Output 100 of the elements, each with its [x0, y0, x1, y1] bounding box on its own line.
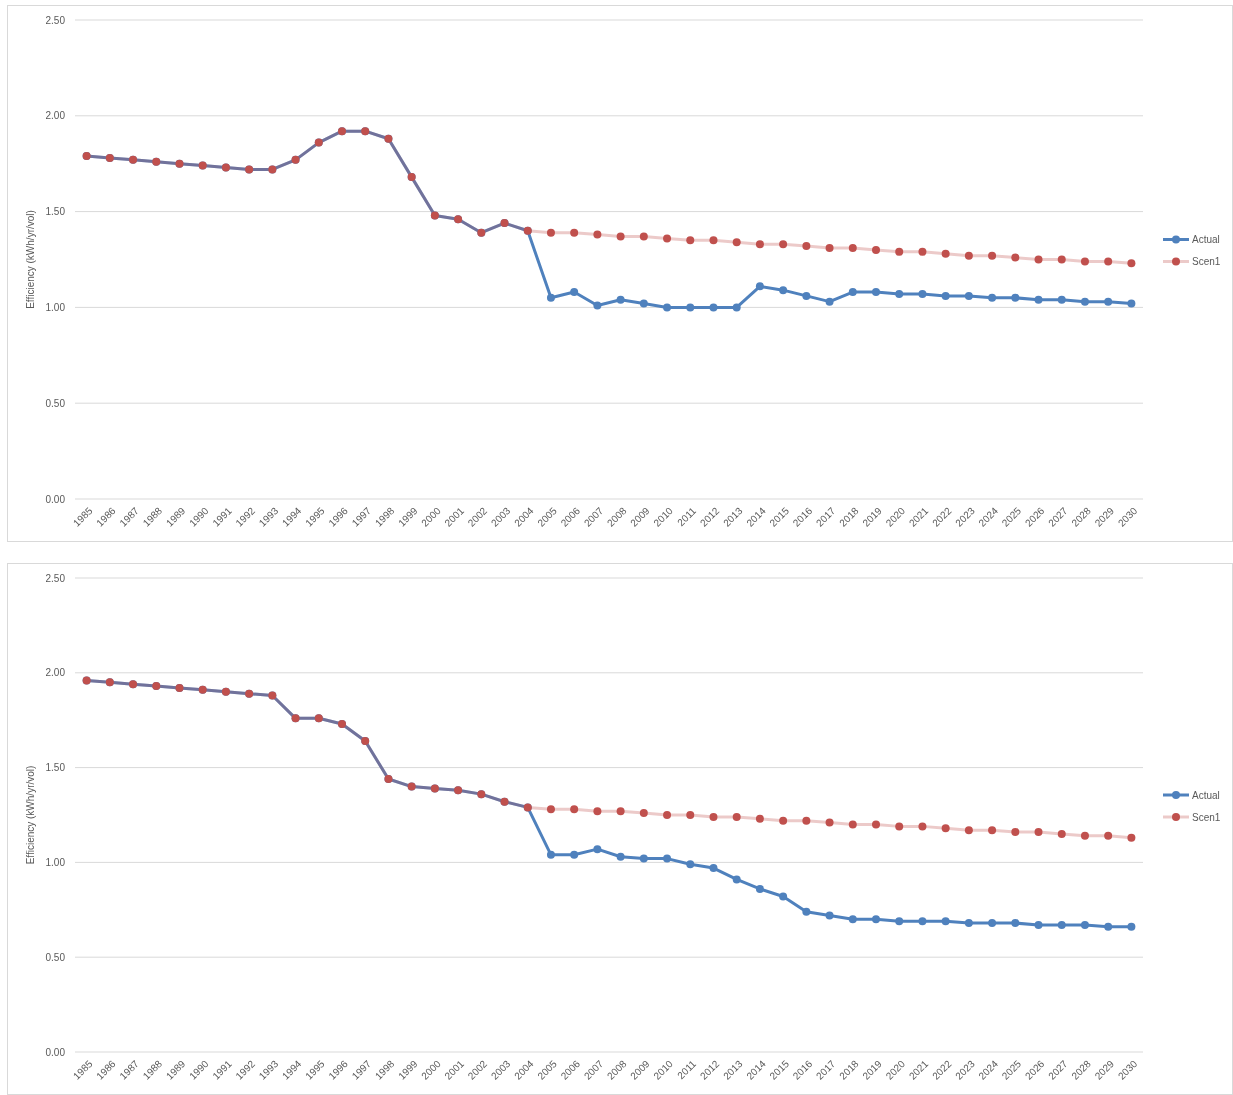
point — [941, 824, 950, 833]
legend-label: Scen1 — [1192, 811, 1221, 823]
point — [1127, 299, 1136, 308]
point — [895, 289, 904, 298]
y-tick-label: 1.00 — [45, 856, 66, 868]
point — [663, 303, 672, 312]
point — [639, 232, 648, 241]
point — [546, 228, 555, 237]
point — [1034, 295, 1043, 304]
point — [848, 820, 857, 829]
point — [1011, 293, 1020, 302]
point — [918, 289, 927, 298]
point — [755, 282, 764, 291]
point — [663, 234, 672, 243]
point — [941, 917, 950, 926]
point — [988, 826, 997, 835]
point — [872, 288, 880, 297]
point — [639, 299, 648, 308]
point — [1034, 828, 1043, 837]
point — [872, 245, 880, 254]
point — [570, 805, 579, 814]
point — [872, 820, 880, 829]
point — [1011, 919, 1020, 928]
point — [964, 251, 973, 260]
point — [1011, 253, 1020, 262]
point — [802, 816, 811, 825]
y-tick-label: 0.00 — [45, 1046, 66, 1058]
point — [593, 301, 602, 310]
point — [616, 852, 625, 861]
point — [616, 807, 625, 816]
point — [895, 247, 904, 256]
point — [1080, 831, 1089, 840]
point — [1057, 255, 1066, 264]
point — [686, 303, 695, 312]
point — [872, 915, 880, 924]
point — [616, 232, 625, 241]
point — [918, 822, 927, 831]
point — [825, 818, 834, 827]
point — [709, 812, 718, 821]
y-tick-label: 2.50 — [45, 572, 66, 584]
point — [1080, 297, 1089, 306]
point — [941, 249, 950, 258]
point — [964, 826, 973, 835]
point — [848, 915, 857, 924]
point — [1104, 297, 1113, 306]
point — [895, 822, 904, 831]
point — [918, 917, 927, 926]
point — [639, 809, 648, 818]
point — [779, 286, 788, 295]
point — [686, 811, 695, 819]
point — [825, 297, 834, 306]
point — [1104, 922, 1113, 931]
point — [732, 875, 741, 884]
point — [570, 228, 579, 237]
y-tick-label: 1.50 — [45, 762, 66, 774]
point — [825, 911, 834, 920]
point — [918, 247, 927, 256]
point — [593, 807, 602, 816]
legend-label: Actual — [1192, 789, 1220, 801]
y-tick-label: 1.00 — [45, 301, 66, 313]
point — [755, 814, 764, 823]
point — [686, 236, 695, 245]
y-axis-title: Efficiency (kWh/yr/vol) — [25, 765, 36, 865]
point — [1127, 833, 1136, 842]
point — [1057, 829, 1066, 838]
point — [593, 230, 602, 239]
y-tick-label: 0.50 — [45, 397, 66, 409]
point — [1011, 828, 1020, 837]
y-tick-label: 0.50 — [45, 951, 66, 963]
point — [988, 251, 997, 260]
point — [802, 907, 811, 916]
point — [663, 811, 672, 819]
point — [732, 238, 741, 247]
y-tick-label: 2.50 — [45, 14, 66, 26]
point — [895, 917, 904, 926]
point — [779, 892, 788, 901]
point — [848, 288, 857, 297]
point — [570, 288, 579, 297]
point — [639, 854, 648, 863]
point — [1080, 257, 1089, 266]
point — [964, 291, 973, 300]
point — [755, 884, 764, 893]
point — [732, 812, 741, 821]
point — [802, 291, 811, 300]
point — [1104, 831, 1113, 840]
point — [964, 919, 973, 928]
legend-label: Actual — [1192, 234, 1220, 245]
point — [1057, 920, 1066, 929]
point — [1080, 920, 1089, 929]
legend-label: Scen1 — [1192, 256, 1221, 267]
point — [848, 244, 857, 252]
point — [709, 864, 718, 873]
point — [546, 850, 555, 859]
point — [663, 854, 672, 863]
point — [546, 293, 555, 302]
point — [709, 236, 718, 245]
point — [732, 303, 741, 312]
y-axis-title: Efficiency (kWh/yr/vol) — [25, 210, 36, 309]
point — [755, 240, 764, 249]
point — [546, 805, 555, 814]
